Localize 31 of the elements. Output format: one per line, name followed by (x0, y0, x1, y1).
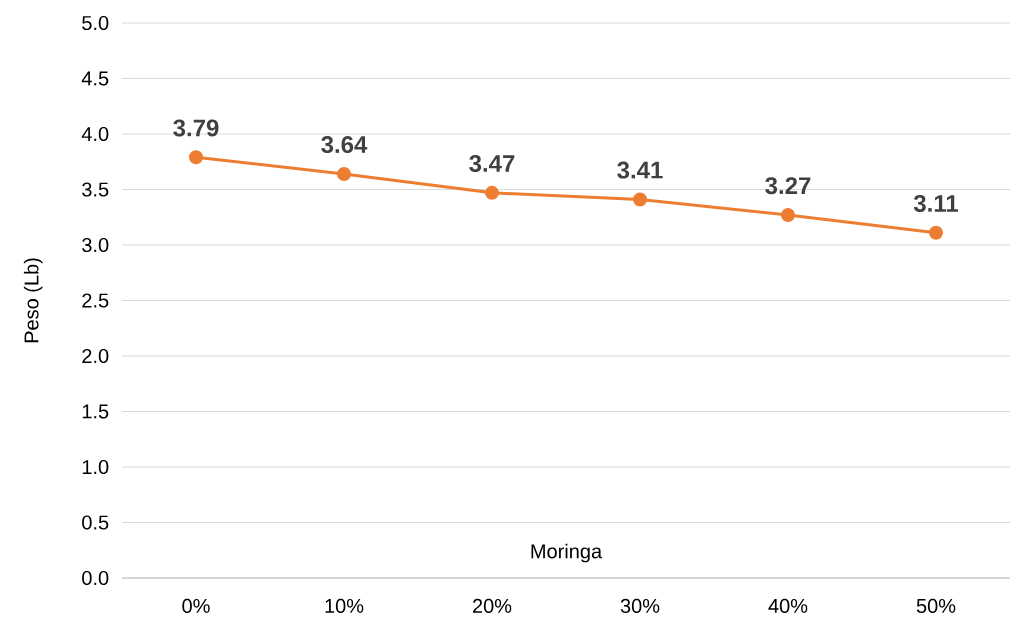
point (929, 225, 944, 240)
y-tick-label: 2.0 (82, 348, 109, 364)
y-tick-label: 4.0 (81, 126, 109, 142)
x-tick-label: 30% (620, 598, 660, 614)
x-tick-label: 40% (768, 598, 808, 614)
y-tick-label: 3.0 (82, 237, 109, 253)
point (633, 192, 647, 207)
x-axis-title: Moringa (531, 543, 603, 563)
x-tick-label: 10% (325, 598, 364, 614)
point (337, 166, 351, 181)
data-label: 3.79 (173, 119, 219, 137)
y-axis-title: Peso (Lb) (23, 258, 43, 343)
data-label: 3.47 (469, 154, 515, 172)
x-tick-label: 0% (182, 598, 210, 614)
x-tick-label: 50% (916, 598, 956, 614)
data-label: 3.27 (765, 177, 811, 195)
y-tick-label: 5.0 (82, 15, 109, 31)
data-label: 3.64 (321, 136, 368, 154)
y-tick-label: 0.5 (82, 515, 109, 530)
y-tick-label: 4.5 (81, 71, 109, 86)
y-tick-label: 3.5 (82, 182, 109, 197)
point (485, 185, 499, 200)
x-tick-label: 20% (472, 598, 512, 614)
point (781, 208, 796, 223)
point (189, 150, 203, 165)
y-tick-label: 1.0 (82, 459, 109, 475)
data-label: 3.11 (913, 194, 959, 212)
y-tick-label: 0.0 (82, 570, 109, 586)
data-label: 3.41 (617, 161, 663, 179)
y-tick-label: 2.5 (82, 293, 109, 308)
y-tick-label: 1.5 (82, 404, 109, 419)
